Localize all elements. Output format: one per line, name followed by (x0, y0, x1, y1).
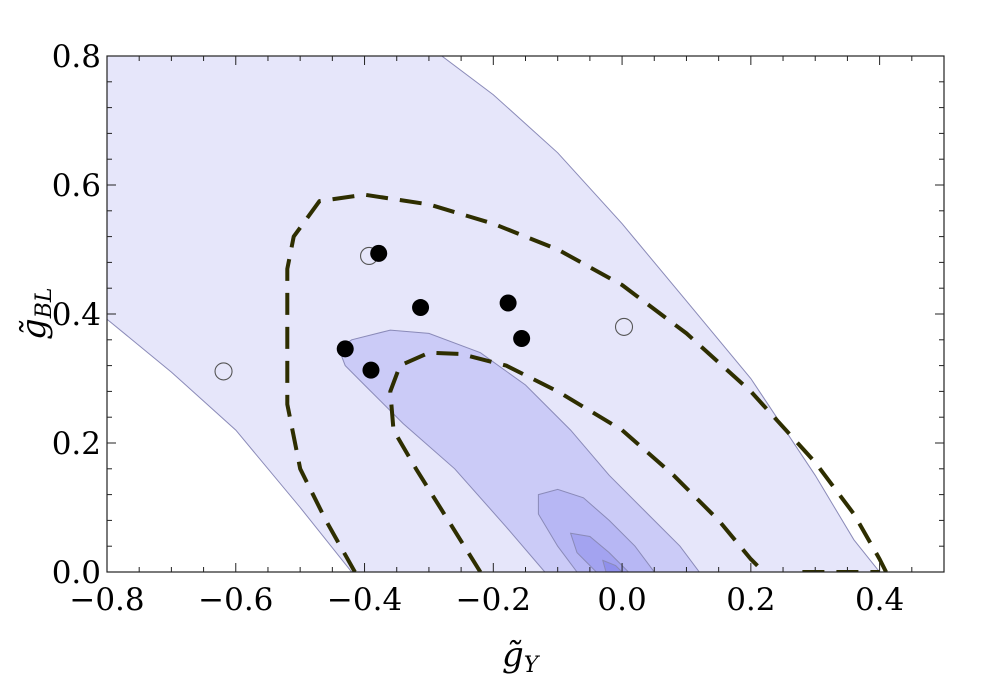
y-tick-label: 0.6 (52, 168, 101, 204)
y-tick-label: 0.0 (52, 555, 101, 591)
x-axis-label: g̃Y (502, 635, 541, 675)
axis-ticks (106, 55, 945, 573)
y-axis-label: g̃BL (14, 287, 57, 340)
x-tick-label: −0.6 (198, 582, 273, 618)
contour-region-level-5 (602, 559, 623, 572)
open-point (614, 317, 634, 336)
y-tick-label: 0.4 (52, 297, 101, 333)
tick-labels: −0.8 −0.6 −0.4 −0.2 0.0 0.2 0.4 0.0 0.2 0.4 0.6 0.8 (52, 39, 905, 618)
contour-region-level-3 (537, 488, 655, 572)
filled-point (336, 340, 354, 358)
data-points (214, 244, 634, 381)
contour-region-level-2 (338, 329, 700, 572)
contour-region-level-4 (569, 532, 630, 572)
filled-contour-regions (107, 56, 881, 572)
filled-point (513, 330, 531, 348)
x-tick-label: 0.0 (597, 582, 646, 618)
y-tick-label: 0.2 (52, 426, 101, 462)
y-tick-label: 0.8 (52, 39, 101, 75)
filled-point (370, 244, 388, 262)
dashed-contour-2 (388, 350, 766, 572)
x-tick-label: −0.4 (327, 582, 402, 618)
open-point (214, 362, 233, 381)
filled-point (362, 361, 380, 379)
x-tick-label: −0.8 (69, 582, 144, 618)
x-tick-label: 0.2 (726, 582, 775, 618)
filled-point (412, 299, 430, 317)
x-tick-label: −0.2 (456, 582, 531, 618)
filled-point (499, 294, 517, 312)
dashed-contours (285, 192, 888, 572)
dashed-contour-1 (285, 192, 888, 572)
x-tick-label: 0.4 (855, 582, 904, 618)
